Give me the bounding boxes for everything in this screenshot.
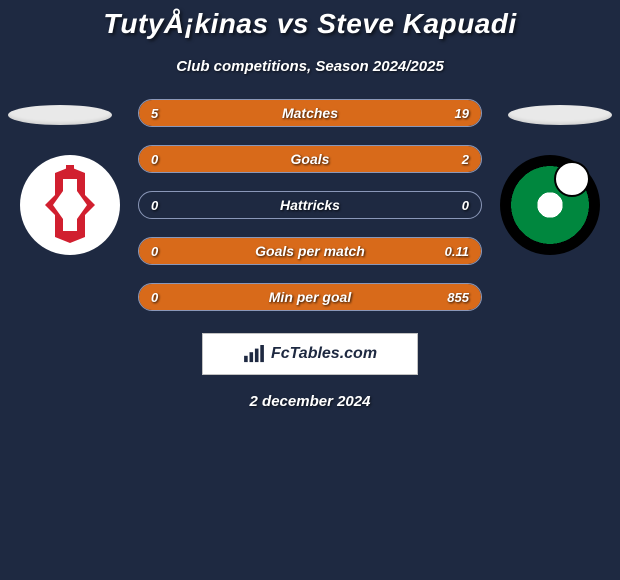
stat-row-goals: 0 Goals 2 xyxy=(138,145,482,173)
stat-fill-right xyxy=(139,284,481,310)
fctables-badge[interactable]: FcTables.com xyxy=(202,333,418,375)
stat-row-matches: 5 Matches 19 xyxy=(138,99,482,127)
stat-fill-left xyxy=(139,100,210,126)
stat-value-left: 0 xyxy=(139,192,170,218)
bar-chart-icon xyxy=(243,345,265,363)
date-line: 2 december 2024 xyxy=(0,393,620,410)
stat-value-right: 0 xyxy=(450,192,481,218)
player-photo-right-placeholder xyxy=(508,105,612,125)
stats-bars: 5 Matches 19 0 Goals 2 0 Hattricks 0 0 G… xyxy=(138,99,482,329)
page-title: TutyÅ¡kinas vs Steve Kapuadi xyxy=(0,0,620,40)
lks-lodz-icon xyxy=(35,165,105,245)
fctables-label: FcTables.com xyxy=(271,345,377,363)
club-logo-right xyxy=(500,155,600,255)
stat-fill-right xyxy=(139,146,481,172)
player-photo-left-placeholder xyxy=(8,105,112,125)
stat-fill-right xyxy=(139,238,481,264)
stat-fill-right xyxy=(210,100,481,126)
stat-label: Hattricks xyxy=(139,192,481,218)
stat-row-goals-per-match: 0 Goals per match 0.11 xyxy=(138,237,482,265)
stat-row-min-per-goal: 0 Min per goal 855 xyxy=(138,283,482,311)
stat-row-hattricks: 0 Hattricks 0 xyxy=(138,191,482,219)
club-logo-left xyxy=(20,155,120,255)
subtitle: Club competitions, Season 2024/2025 xyxy=(0,58,620,75)
